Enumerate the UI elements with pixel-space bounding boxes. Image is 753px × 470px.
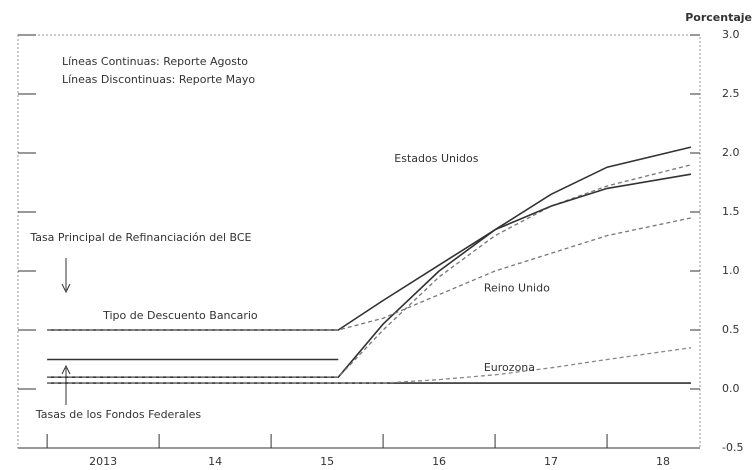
- x-tick-label: 16: [432, 455, 446, 468]
- series-line: [47, 347, 692, 384]
- series-line: [47, 146, 692, 378]
- arrow-head: [61, 283, 71, 294]
- series-line: [47, 217, 692, 331]
- series-line: [47, 164, 692, 378]
- annotation: Eurozona: [484, 361, 535, 374]
- annotation: Tasas de los Fondos Federales: [35, 408, 202, 421]
- annotation: Tasa Principal de Refinanciación del BCE: [29, 231, 251, 244]
- arrow-head: [61, 364, 71, 375]
- x-tick-label: 14: [208, 455, 222, 468]
- annotation: Reino Unido: [484, 282, 550, 295]
- y-tick-label: 0.0: [722, 382, 740, 395]
- x-tick-label: 17: [544, 455, 558, 468]
- note: Líneas Discontinuas: Reporte Mayo: [62, 73, 255, 86]
- x-tick-label: 2013: [89, 455, 117, 468]
- annotation: Estados Unidos: [394, 152, 478, 165]
- y-tick-label: 0.5: [722, 323, 740, 336]
- y-tick-label: 1.0: [722, 264, 740, 277]
- series-line: [47, 173, 692, 331]
- y-tick-label: 3.0: [722, 28, 740, 41]
- note: Líneas Continuas: Reporte Agosto: [62, 55, 248, 68]
- y-tick-label: -0.5: [722, 441, 743, 454]
- annotation: Tipo de Descuento Bancario: [102, 309, 258, 322]
- y-tick-label: 1.5: [722, 205, 740, 218]
- x-tick-label: 18: [656, 455, 670, 468]
- x-tick-label: 15: [320, 455, 334, 468]
- axis-label: Porcentaje: [685, 11, 752, 24]
- y-tick-label: 2.5: [722, 87, 740, 100]
- y-tick-label: 2.0: [722, 146, 740, 159]
